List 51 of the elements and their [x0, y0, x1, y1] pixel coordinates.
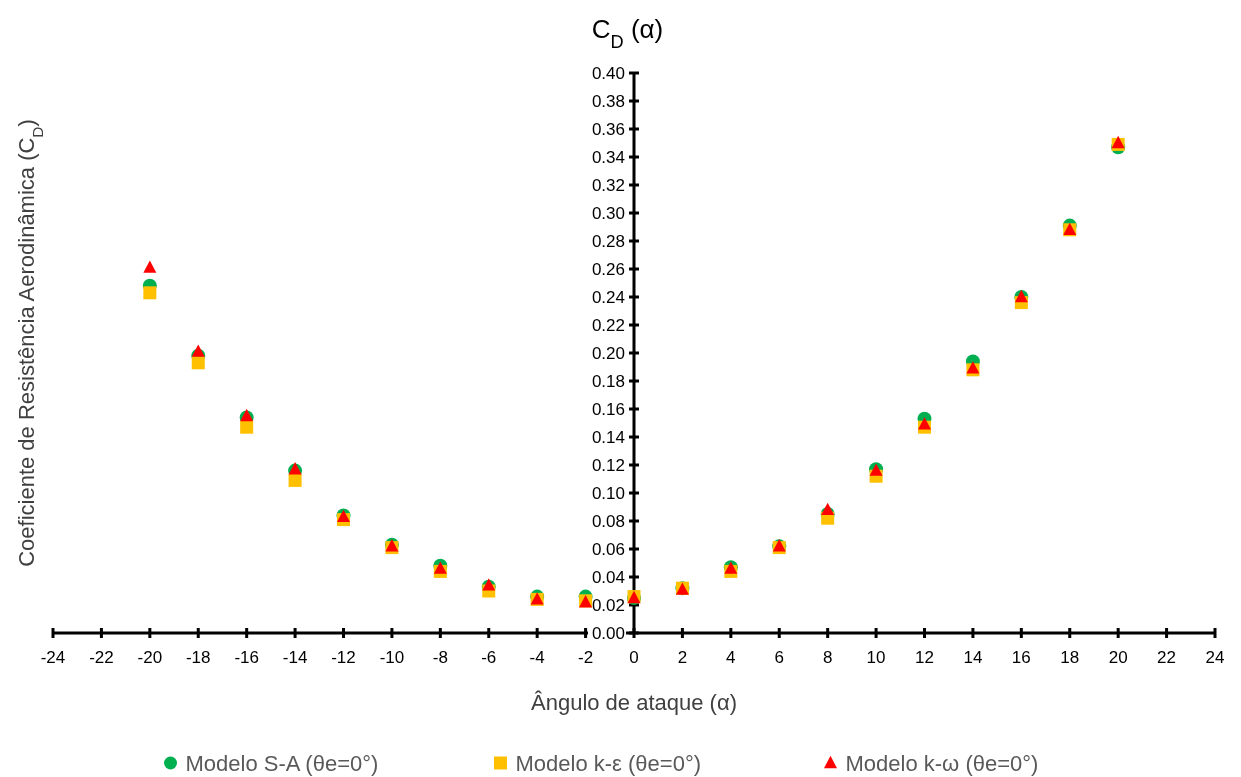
x-tick-label: 8 [822, 648, 833, 667]
x-tick-label: 20 [1108, 648, 1128, 667]
x-tick-label: -20 [137, 648, 163, 667]
y-tick-label: 0.12 [591, 456, 625, 475]
x-tick-label: -16 [234, 648, 259, 667]
x-tick-label: 12 [915, 648, 934, 667]
y-tick-label: 0.16 [591, 400, 625, 419]
x-tick-label: 4 [726, 648, 736, 667]
y-tick-label: 0.10 [591, 484, 625, 503]
x-tick-label: -8 [432, 648, 448, 667]
x-tick-label: 6 [774, 648, 784, 667]
x-tick-label: -14 [282, 648, 308, 667]
y-tick-label: 0.30 [591, 204, 625, 223]
y-tick-label: 0.20 [591, 344, 625, 363]
y-tick-label: 0.40 [591, 64, 625, 83]
x-tick-label: -22 [89, 648, 114, 667]
x-tick-label: -4 [529, 648, 545, 667]
x-axis-title: Ângulo de ataque (α) [531, 690, 737, 715]
legend-label: Modelo S-A (θe=0°) [185, 751, 379, 776]
y-tick-label: 0.14 [591, 428, 625, 447]
y-tick-label: 0.38 [591, 92, 625, 111]
y-tick-label: 0.26 [591, 260, 625, 279]
x-tick-label: 0 [629, 648, 639, 667]
x-tick-label: 24 [1205, 648, 1225, 667]
legend-label: Modelo k-ε (θe=0°) [515, 751, 702, 776]
y-tick-label: 0.00 [591, 624, 625, 643]
y-tick-label: 0.02 [591, 596, 625, 615]
y-tick-label: 0.32 [591, 176, 625, 195]
y-tick-label: 0.34 [591, 148, 625, 167]
legend-label: Modelo k-ω (θe=0°) [845, 751, 1039, 776]
y-tick-label: 0.18 [591, 372, 625, 391]
y-tick-label: 0.28 [591, 232, 625, 251]
x-tick-label: -10 [379, 648, 405, 667]
y-tick-label: 0.06 [591, 540, 625, 559]
x-tick-label: -2 [578, 648, 594, 667]
chart-title: C$_{D}$ (α) [591, 14, 664, 52]
x-tick-label: -12 [331, 648, 356, 667]
x-tick-label: 10 [866, 648, 886, 667]
y-tick-label: 0.36 [591, 120, 625, 139]
x-tick-label: 14 [963, 648, 983, 667]
x-tick-label: 22 [1157, 648, 1177, 667]
y-tick-label: 0.22 [591, 316, 625, 335]
x-tick-label: -24 [40, 648, 66, 667]
y-tick-label: 0.04 [591, 568, 625, 587]
x-tick-label: 16 [1011, 648, 1031, 667]
x-tick-label: -6 [481, 648, 497, 667]
x-tick-label: 18 [1060, 648, 1080, 667]
x-tick-label: 2 [677, 648, 688, 667]
y-tick-label: 0.24 [591, 288, 625, 307]
y-tick-label: 0.08 [591, 512, 625, 531]
x-tick-label: -18 [185, 648, 211, 667]
